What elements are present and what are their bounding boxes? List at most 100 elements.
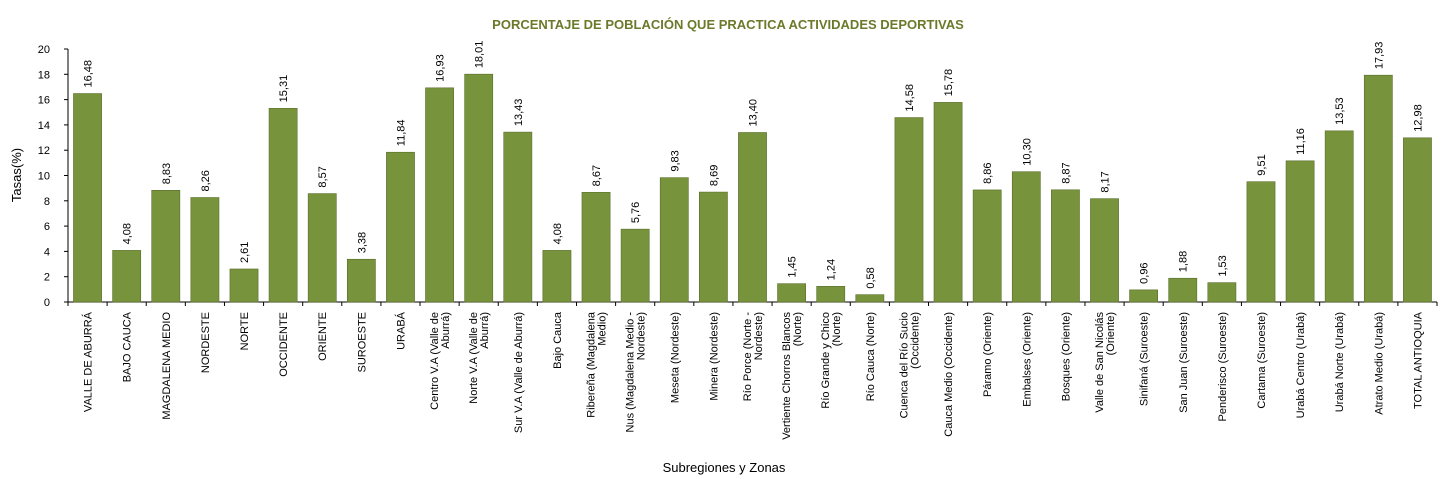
bar	[503, 131, 533, 303]
x-tick-labels: VALLE DE ABURRÁ BAJO CAUCA MAGDALENA MEDIO…	[82, 311, 1425, 440]
bar	[933, 102, 963, 303]
x-tick-label: Sinifaná (Suroeste)	[1139, 312, 1151, 406]
data-label: 1,88	[1178, 251, 1190, 272]
data-label: 10,30	[1021, 138, 1033, 166]
x-tick-label-line: Nus (Magdalena Medio -	[625, 312, 637, 433]
x-tick-label-line: Valle de San Nicolás	[1094, 312, 1106, 413]
bar	[777, 283, 806, 303]
y-tick-label: 14	[38, 120, 50, 132]
data-label: 16,48	[83, 60, 95, 88]
x-tick-label: Penderisco (Suroeste)	[1217, 312, 1229, 421]
bar	[268, 108, 298, 303]
data-label: 1,45	[787, 256, 799, 277]
y-axis-title: Tasas(%)	[9, 148, 24, 202]
x-axis-title: Subregiones y Zonas	[663, 460, 786, 475]
bar	[699, 191, 728, 303]
x-tick-label: Bajo Cauca	[552, 311, 564, 369]
x-tick-label-line: Bajo Cauca	[552, 311, 564, 369]
bar	[659, 177, 689, 303]
x-tick-label-line: (Norte)	[792, 312, 804, 346]
x-tick-label: San Juan (Suroeste)	[1178, 312, 1190, 413]
x-tick-label: Ribereña (MagdalenaMedio)	[586, 311, 609, 418]
data-label: 8,83	[161, 163, 173, 184]
x-tick-label: Cauca Medio (Occidente)	[943, 312, 955, 437]
x-tick-label-line: (Oriente)	[1105, 312, 1117, 355]
y-tick-label: 18	[38, 69, 50, 81]
x-tick-label-line: Páramo (Oriente)	[982, 312, 994, 397]
data-label: 4,08	[122, 223, 134, 244]
x-tick-label: ORIENTE	[317, 312, 329, 361]
bar	[425, 87, 454, 303]
bar	[464, 73, 494, 303]
data-label: 14,58	[904, 84, 916, 112]
x-tick-label: Cuenca del Río Sucio(Occidente)	[898, 312, 921, 418]
data-label: 8,26	[200, 170, 212, 191]
y-tick-label: 10	[38, 171, 50, 183]
y-tick-label: 4	[44, 246, 50, 258]
data-label: 8,87	[1060, 162, 1072, 183]
x-tick-label: MAGDALENA MEDIO	[161, 312, 173, 420]
x-tick-label-line: VALLE DE ABURRÁ	[82, 311, 95, 412]
x-tick-label-line: Centro V.A (Valle de	[429, 312, 441, 410]
bar	[190, 197, 220, 303]
chart-title: PORCENTAJE DE POBLACIÓN QUE PRACTICA ACT…	[492, 17, 964, 32]
data-label: 16,93	[435, 54, 447, 82]
bar	[1285, 160, 1315, 303]
bar	[972, 189, 1002, 303]
x-tick-label-line: Medio)	[597, 312, 609, 346]
x-tick-label-line: Sinifaná (Suroeste)	[1139, 312, 1151, 406]
x-tick-label-line: ORIENTE	[317, 312, 329, 361]
x-tick-label: Cartama (Suroeste)	[1256, 312, 1268, 409]
x-tick-label-line: MAGDALENA MEDIO	[161, 312, 173, 420]
x-tick-label-line: Atrato Medio (Urabá)	[1373, 312, 1385, 415]
x-tick-label: Río Porce (Norte -Nordeste)	[742, 312, 765, 402]
x-tick-label-line: Urabá Centro (Urabá)	[1295, 312, 1307, 418]
x-tick-label-line: Vertiente Chorros Blancos	[781, 312, 793, 440]
x-tick-label-line: NORDESTE	[200, 312, 212, 373]
data-label: 15,78	[943, 69, 955, 97]
data-label: 0,96	[1139, 262, 1151, 283]
data-label: 17,93	[1373, 42, 1385, 70]
bar	[1011, 171, 1041, 303]
x-tick-label: Páramo (Oriente)	[982, 312, 994, 397]
bar	[1051, 189, 1080, 303]
x-tick-label-line: NORTE	[239, 312, 251, 350]
bar	[620, 228, 650, 303]
data-label: 8,57	[317, 166, 329, 187]
x-tick-label: Meseta (Nordeste)	[669, 312, 681, 403]
data-label: 1,53	[1217, 255, 1229, 276]
bar	[1129, 289, 1159, 303]
x-tick-label-line: Urabá Norte (Urabá)	[1334, 312, 1346, 412]
bar	[73, 93, 102, 303]
bar	[1207, 282, 1237, 303]
x-tick-label-line: TOTAL ANTIOQUIA	[1412, 311, 1424, 409]
x-tick-label-line: Minera (Nordeste)	[708, 312, 720, 401]
x-tick-label: Nus (Magdalena Medio -Nordeste)	[625, 312, 648, 433]
data-label: 0,58	[865, 267, 877, 288]
data-label: 13,40	[748, 99, 760, 127]
x-tick-label: Río Grande y Chico(Norte)	[820, 312, 843, 409]
x-tick-label-line: Cuenca del Río Sucio	[898, 312, 910, 418]
data-label: 4,08	[552, 223, 564, 244]
data-label: 8,86	[982, 162, 994, 183]
x-tick-label-line: BAJO CAUCA	[122, 311, 134, 382]
x-tick-label-line: (Norte)	[831, 312, 843, 346]
x-tick-label-line: Cartama (Suroeste)	[1256, 312, 1268, 409]
bar	[151, 190, 181, 303]
x-tick-label-line: Río Cauca (Norte)	[865, 312, 877, 401]
y-tick-label: 12	[38, 145, 50, 157]
x-tick-label: NORDESTE	[200, 312, 212, 373]
data-label: 13,53	[1334, 97, 1346, 125]
bar	[1246, 181, 1276, 303]
x-tick-label: URABÁ	[394, 311, 407, 350]
bar	[1363, 74, 1393, 303]
x-tick-label-line: Nordeste)	[636, 312, 648, 360]
x-tick-label-line: Aburrá)	[440, 312, 452, 349]
bar	[855, 294, 885, 303]
x-tick-label: VALLE DE ABURRÁ	[82, 311, 95, 412]
x-tick-label: TOTAL ANTIOQUIA	[1412, 311, 1424, 409]
bar	[307, 193, 337, 303]
x-tick-label-line: Cauca Medio (Occidente)	[943, 312, 955, 437]
